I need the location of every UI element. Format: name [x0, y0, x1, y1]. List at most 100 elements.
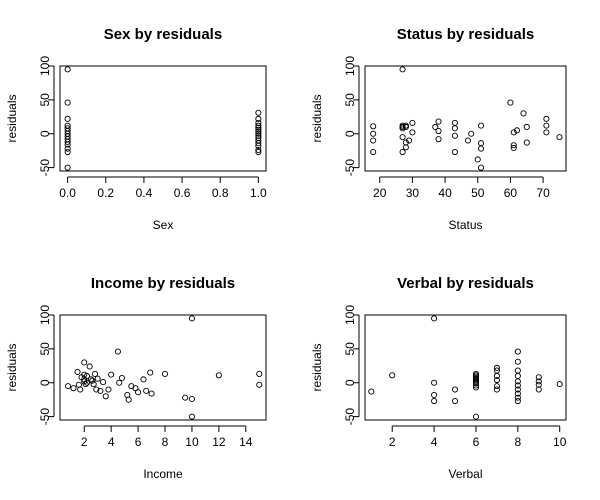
data-point	[102, 393, 109, 400]
data-point	[64, 66, 71, 73]
x-tick-label: 4	[108, 435, 115, 449]
data-point	[64, 164, 71, 171]
data-point	[472, 413, 480, 420]
data-point	[255, 146, 262, 154]
y-tick-label: 0	[343, 379, 357, 386]
data-point	[507, 99, 514, 106]
scatter-panel-3: Income by residuals 2 4 6 8 10 12 14 Income -50 0 5…	[5, 275, 267, 481]
data-point	[431, 379, 438, 386]
x-tick-label: 0.6	[174, 186, 191, 200]
y-tick-label: -50	[343, 408, 357, 426]
x-axis-label: Verbal	[448, 467, 482, 481]
x-axis: 20 30 40 50 60 70	[373, 176, 550, 200]
x-axis: 2 4 6 8 10 12 14	[81, 425, 253, 449]
data-point	[215, 372, 222, 379]
data-point	[255, 126, 262, 133]
data-point	[87, 376, 95, 383]
chart-title: Verbal by residuals	[397, 275, 534, 292]
y-tick-label: 100	[38, 305, 52, 325]
plot-frame	[59, 314, 267, 421]
y-tick-label: 0	[38, 130, 52, 137]
data-point	[389, 372, 396, 379]
data-point	[93, 386, 100, 393]
data-point	[370, 123, 377, 130]
chart-title: Sex by residuals	[104, 26, 222, 43]
data-point	[514, 358, 521, 365]
data-point	[143, 387, 150, 394]
plot-frame	[59, 65, 267, 172]
x-tick-label: 4	[431, 435, 438, 449]
data-point	[435, 136, 442, 143]
data-points	[368, 315, 563, 420]
x-tick-label: 6	[135, 435, 142, 449]
data-point	[255, 109, 262, 116]
data-point	[64, 141, 71, 148]
data-point	[514, 378, 521, 385]
data-point	[477, 145, 485, 152]
x-axis-label: Status	[448, 218, 482, 232]
data-point	[370, 148, 377, 156]
x-tick-label: 70	[536, 186, 550, 200]
x-tick-label: 40	[438, 186, 452, 200]
data-point	[435, 127, 442, 135]
data-point	[514, 390, 521, 397]
data-point	[451, 397, 459, 405]
data-point	[140, 376, 147, 383]
x-tick-label: 2	[389, 435, 396, 449]
y-tick-label: 0	[343, 130, 357, 137]
data-point	[510, 144, 517, 152]
data-point	[255, 132, 262, 139]
data-point	[514, 386, 521, 393]
data-points	[65, 315, 263, 420]
x-tick-label: 2	[81, 435, 88, 449]
data-point	[108, 371, 115, 378]
data-point	[477, 140, 485, 147]
data-point	[74, 368, 81, 375]
data-point	[535, 381, 542, 388]
x-tick-label: 10	[185, 435, 199, 449]
y-tick-label: 0	[38, 379, 52, 386]
data-point	[182, 394, 189, 401]
scatter-panel-2: Status by residuals 20 30 40 50 60 70 Status -50…	[310, 26, 567, 232]
scatter-panel-1: Sex by residuals 0.0 0.2 0.4 0.6 0.8 1.0 Sex -50…	[5, 26, 267, 232]
data-point	[116, 379, 123, 386]
data-point	[556, 381, 563, 388]
data-point	[64, 138, 71, 145]
data-point	[514, 372, 521, 380]
data-point	[86, 363, 93, 370]
data-point	[399, 148, 406, 156]
x-tick-label: 10	[553, 435, 567, 449]
x-tick-label: 1.0	[250, 186, 267, 200]
x-tick-label: 8	[162, 435, 169, 449]
data-point	[255, 128, 262, 135]
x-tick-label: 0.2	[97, 186, 114, 200]
data-point	[255, 119, 262, 126]
x-tick-label: 50	[471, 186, 485, 200]
data-point	[409, 119, 416, 126]
data-point	[523, 139, 530, 146]
data-point	[543, 129, 550, 136]
data-point	[64, 99, 71, 106]
data-point	[514, 348, 521, 355]
x-tick-label: 14	[239, 435, 253, 449]
data-point	[188, 413, 195, 420]
data-point	[370, 130, 377, 137]
data-point	[255, 122, 262, 129]
y-axis-label: residuals	[310, 94, 324, 142]
data-point	[255, 115, 262, 122]
plot-frame	[364, 314, 567, 421]
data-point	[431, 391, 438, 398]
y-axis: -50 0 50 100	[343, 56, 360, 176]
data-point	[256, 381, 263, 388]
data-point	[510, 129, 517, 136]
scatter-panel-4: Verbal by residuals 2 4 6 8 10 Verbal -50 0 50 100…	[310, 275, 567, 481]
data-point	[520, 110, 527, 117]
y-tick-label: -50	[38, 159, 52, 177]
chart-title: Income by residuals	[91, 275, 235, 292]
data-point	[493, 383, 500, 390]
data-point	[77, 386, 84, 393]
data-point	[255, 140, 262, 147]
data-point	[493, 372, 500, 380]
data-point	[513, 127, 521, 134]
